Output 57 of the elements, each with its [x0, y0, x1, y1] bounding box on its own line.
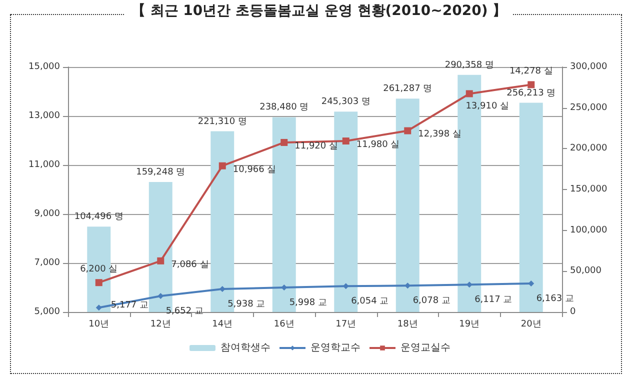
- y2-tick-label: 300,000: [570, 62, 608, 72]
- x-tick-label: 16년: [274, 320, 294, 330]
- y2-tick-label: 200,000: [570, 144, 608, 154]
- point: [280, 138, 288, 146]
- x-tick-label: 20년: [520, 320, 542, 330]
- data-label: 6,078 교: [412, 296, 450, 306]
- data-label: 14,278 실: [509, 66, 553, 77]
- chart-title: 【 최근 10년간 초등돌봄교실 운영 현황(2010~2020) 】: [125, 3, 513, 19]
- point: [96, 304, 102, 311]
- y-tick-label: 15,000: [28, 62, 60, 72]
- point: [157, 257, 164, 264]
- x-tick-label: 12년: [150, 320, 171, 330]
- x-tick-label: 19년: [459, 320, 480, 330]
- legend-label: 운영교실수: [400, 342, 450, 354]
- point: [95, 279, 102, 286]
- point: [342, 137, 350, 144]
- y2-tick-label: 0: [570, 307, 576, 317]
- data-label: 13,910 실: [466, 102, 510, 112]
- y-tick-label: 9,000: [34, 209, 60, 219]
- data-label: 6,200 실: [80, 264, 118, 275]
- x-tick-label: 17년: [336, 320, 356, 330]
- data-label: 6,054 교: [351, 296, 389, 307]
- data-label: 5,998 교: [289, 298, 327, 308]
- data-label: 104,496 명: [74, 212, 124, 222]
- data-label: 10,966 실: [232, 164, 276, 175]
- data-label: 11,980 실: [356, 140, 400, 150]
- data-label: 159,248 명: [136, 167, 186, 178]
- x-tick-label: 18년: [397, 320, 418, 330]
- y2-tick-label: 100,000: [570, 225, 608, 236]
- data-label: 290,358 명: [444, 60, 494, 70]
- data-label: 256,213 명: [506, 88, 556, 98]
- data-label: 238,480 명: [260, 102, 309, 113]
- legend-label: 참여학생수: [220, 342, 270, 354]
- point: [466, 90, 473, 98]
- data-label: 6,117 교: [474, 295, 512, 306]
- data-label: 221,310 명: [198, 116, 247, 127]
- data-label: 12,398 실: [418, 130, 462, 140]
- legend-label: 운영학교수: [310, 342, 360, 354]
- y2-tick-label: 250,000: [570, 102, 608, 113]
- y-tick-label: 5,000: [34, 307, 60, 317]
- data-label: 261,287 명: [383, 84, 432, 94]
- y-tick-label: 13,000: [28, 111, 60, 121]
- x-tick-label: 14년: [212, 320, 233, 330]
- data-label: 6,163 교: [536, 294, 574, 304]
- data-label: 5,177 교: [110, 300, 149, 311]
- x-tick-label: 10년: [88, 320, 110, 330]
- y2-tick-label: 150,000: [570, 184, 608, 194]
- data-label: 245,303 명: [321, 97, 370, 108]
- point: [404, 127, 412, 134]
- data-label: 7,086 실: [171, 260, 209, 270]
- y-tick-label: 7,000: [34, 258, 60, 268]
- y2-tick-label: 50,000: [570, 266, 602, 276]
- data-label: 11,920 실: [294, 141, 338, 152]
- point: [528, 81, 535, 88]
- data-label: 5,938 교: [228, 300, 266, 310]
- y-tick-label: 11,000: [28, 160, 60, 170]
- point: [218, 162, 226, 170]
